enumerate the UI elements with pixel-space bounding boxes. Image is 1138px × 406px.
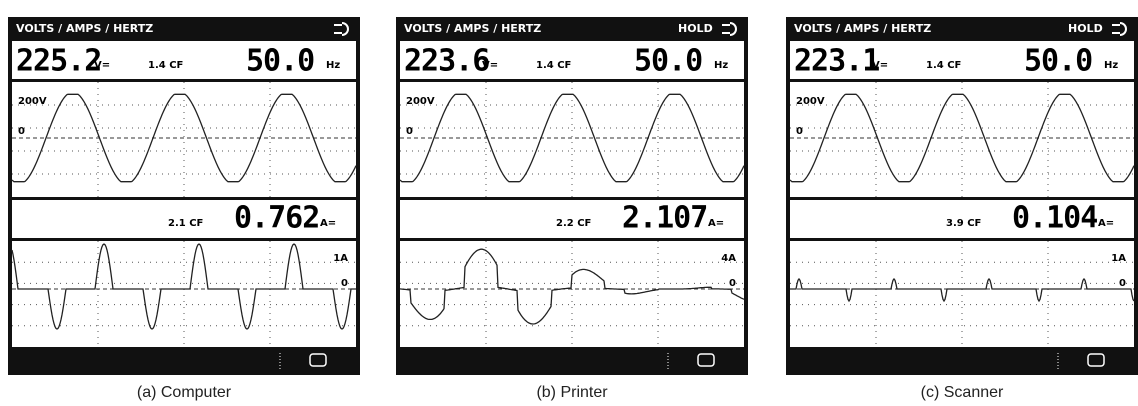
header: VOLTS / AMPS / HERTZ (16, 22, 153, 35)
reading-box (790, 41, 1134, 79)
frequency: 50.0 (246, 44, 314, 79)
header: VOLTS / AMPS / HERTZ (404, 22, 541, 35)
current: 2.107 (622, 201, 707, 236)
current-unit: A= (708, 218, 724, 229)
caption: (c) Scanner (921, 384, 1004, 401)
voltage-unit: V= (94, 60, 110, 71)
meter-screen: VOLTS / AMPS / HERTZ HOLD 223.1V= 1.4 CF 50.… (786, 17, 1138, 375)
voltage: 223.6 (404, 44, 489, 79)
plot-area (12, 82, 356, 197)
current-waveform (11, 243, 356, 330)
voltage-waveform (11, 93, 357, 183)
caption: (b) Printer (536, 384, 608, 401)
current-cf: 3.9 CF (946, 218, 981, 229)
current-unit: A= (320, 218, 336, 229)
current-scale: 4A (721, 253, 736, 264)
current-waveform (790, 277, 1135, 303)
current-scale: 1A (333, 253, 348, 264)
voltage: 223.1 (794, 44, 879, 79)
frequency: 50.0 (1024, 44, 1092, 79)
caption: (a) Computer (137, 384, 232, 401)
current-cf: 2.2 CF (556, 218, 591, 229)
voltage-scale: 200V (796, 96, 825, 107)
voltage-zero: 0 (796, 126, 803, 137)
voltage-cf: 1.4 CF (926, 60, 961, 71)
current-cf: 2.1 CF (168, 218, 203, 229)
current-scale: 1A (1111, 253, 1126, 264)
voltage-waveform (399, 93, 745, 183)
meter-screen: VOLTS / AMPS / HERTZ HOLD 223.6V= 1.4 CF 50.… (396, 17, 748, 375)
current-waveform (399, 248, 745, 325)
voltage-cf: 1.4 CF (536, 60, 571, 71)
header: VOLTS / AMPS / HERTZ (794, 22, 931, 35)
current-zero: 0 (341, 278, 348, 289)
plug-icon (1112, 22, 1127, 36)
frequency: 50.0 (634, 44, 702, 79)
frequency-unit: Hz (326, 60, 340, 71)
plot-area (400, 82, 744, 197)
frequency-unit: Hz (714, 60, 728, 71)
voltage-scale: 200V (18, 96, 47, 107)
plug-icon (722, 22, 737, 36)
voltage-waveform (789, 93, 1135, 183)
meter-screen: VOLTS / AMPS / HERTZ 225.2V= 1.4 CF 50.0 Hz 2… (8, 17, 360, 375)
voltage-unit: V= (872, 60, 888, 71)
voltage-zero: 0 (406, 126, 413, 137)
voltage-scale: 200V (406, 96, 435, 107)
current: 0.104 (1012, 201, 1097, 236)
voltage-zero: 0 (18, 126, 25, 137)
reading-box (400, 200, 744, 238)
screen-icon (697, 353, 715, 367)
reading-box (790, 200, 1134, 238)
hold: HOLD (678, 22, 713, 35)
plug-icon (334, 22, 349, 36)
current-unit: A= (1098, 218, 1114, 229)
plot-area (400, 241, 744, 347)
reading-box (12, 200, 356, 238)
voltage-unit: V= (482, 60, 498, 71)
hold: HOLD (1068, 22, 1103, 35)
voltage-cf: 1.4 CF (148, 60, 183, 71)
current-zero: 0 (1119, 278, 1126, 289)
screen-icon (309, 353, 327, 367)
current: 0.762 (234, 201, 319, 236)
plot-area (790, 82, 1134, 197)
reading-box (400, 41, 744, 79)
screen-icon (1087, 353, 1105, 367)
voltage: 225.2 (16, 44, 101, 79)
frequency-unit: Hz (1104, 60, 1118, 71)
reading-box (12, 41, 356, 79)
current-zero: 0 (729, 278, 736, 289)
